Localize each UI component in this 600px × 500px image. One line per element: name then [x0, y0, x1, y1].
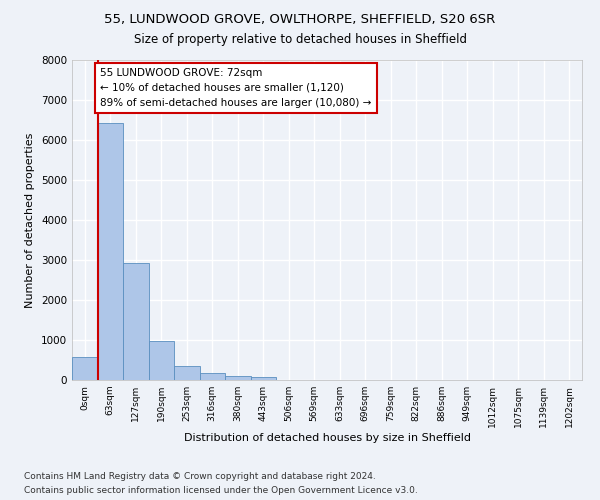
Bar: [251, 377, 276, 380]
Y-axis label: Number of detached properties: Number of detached properties: [25, 132, 35, 308]
Text: 55, LUNDWOOD GROVE, OWLTHORPE, SHEFFIELD, S20 6SR: 55, LUNDWOOD GROVE, OWLTHORPE, SHEFFIELD…: [104, 12, 496, 26]
X-axis label: Distribution of detached houses by size in Sheffield: Distribution of detached houses by size …: [184, 432, 470, 442]
Bar: [97, 123, 123, 380]
Text: 55 LUNDWOOD GROVE: 72sqm
← 10% of detached houses are smaller (1,120)
89% of sem: 55 LUNDWOOD GROVE: 72sqm ← 10% of detach…: [100, 68, 371, 108]
Bar: [123, 263, 149, 380]
Bar: [72, 357, 97, 380]
Bar: [149, 341, 174, 380]
Text: Size of property relative to detached houses in Sheffield: Size of property relative to detached ho…: [133, 32, 467, 46]
Bar: [174, 366, 199, 380]
Bar: [225, 376, 251, 380]
Bar: [199, 374, 225, 380]
Text: Contains public sector information licensed under the Open Government Licence v3: Contains public sector information licen…: [24, 486, 418, 495]
Text: Contains HM Land Registry data © Crown copyright and database right 2024.: Contains HM Land Registry data © Crown c…: [24, 472, 376, 481]
